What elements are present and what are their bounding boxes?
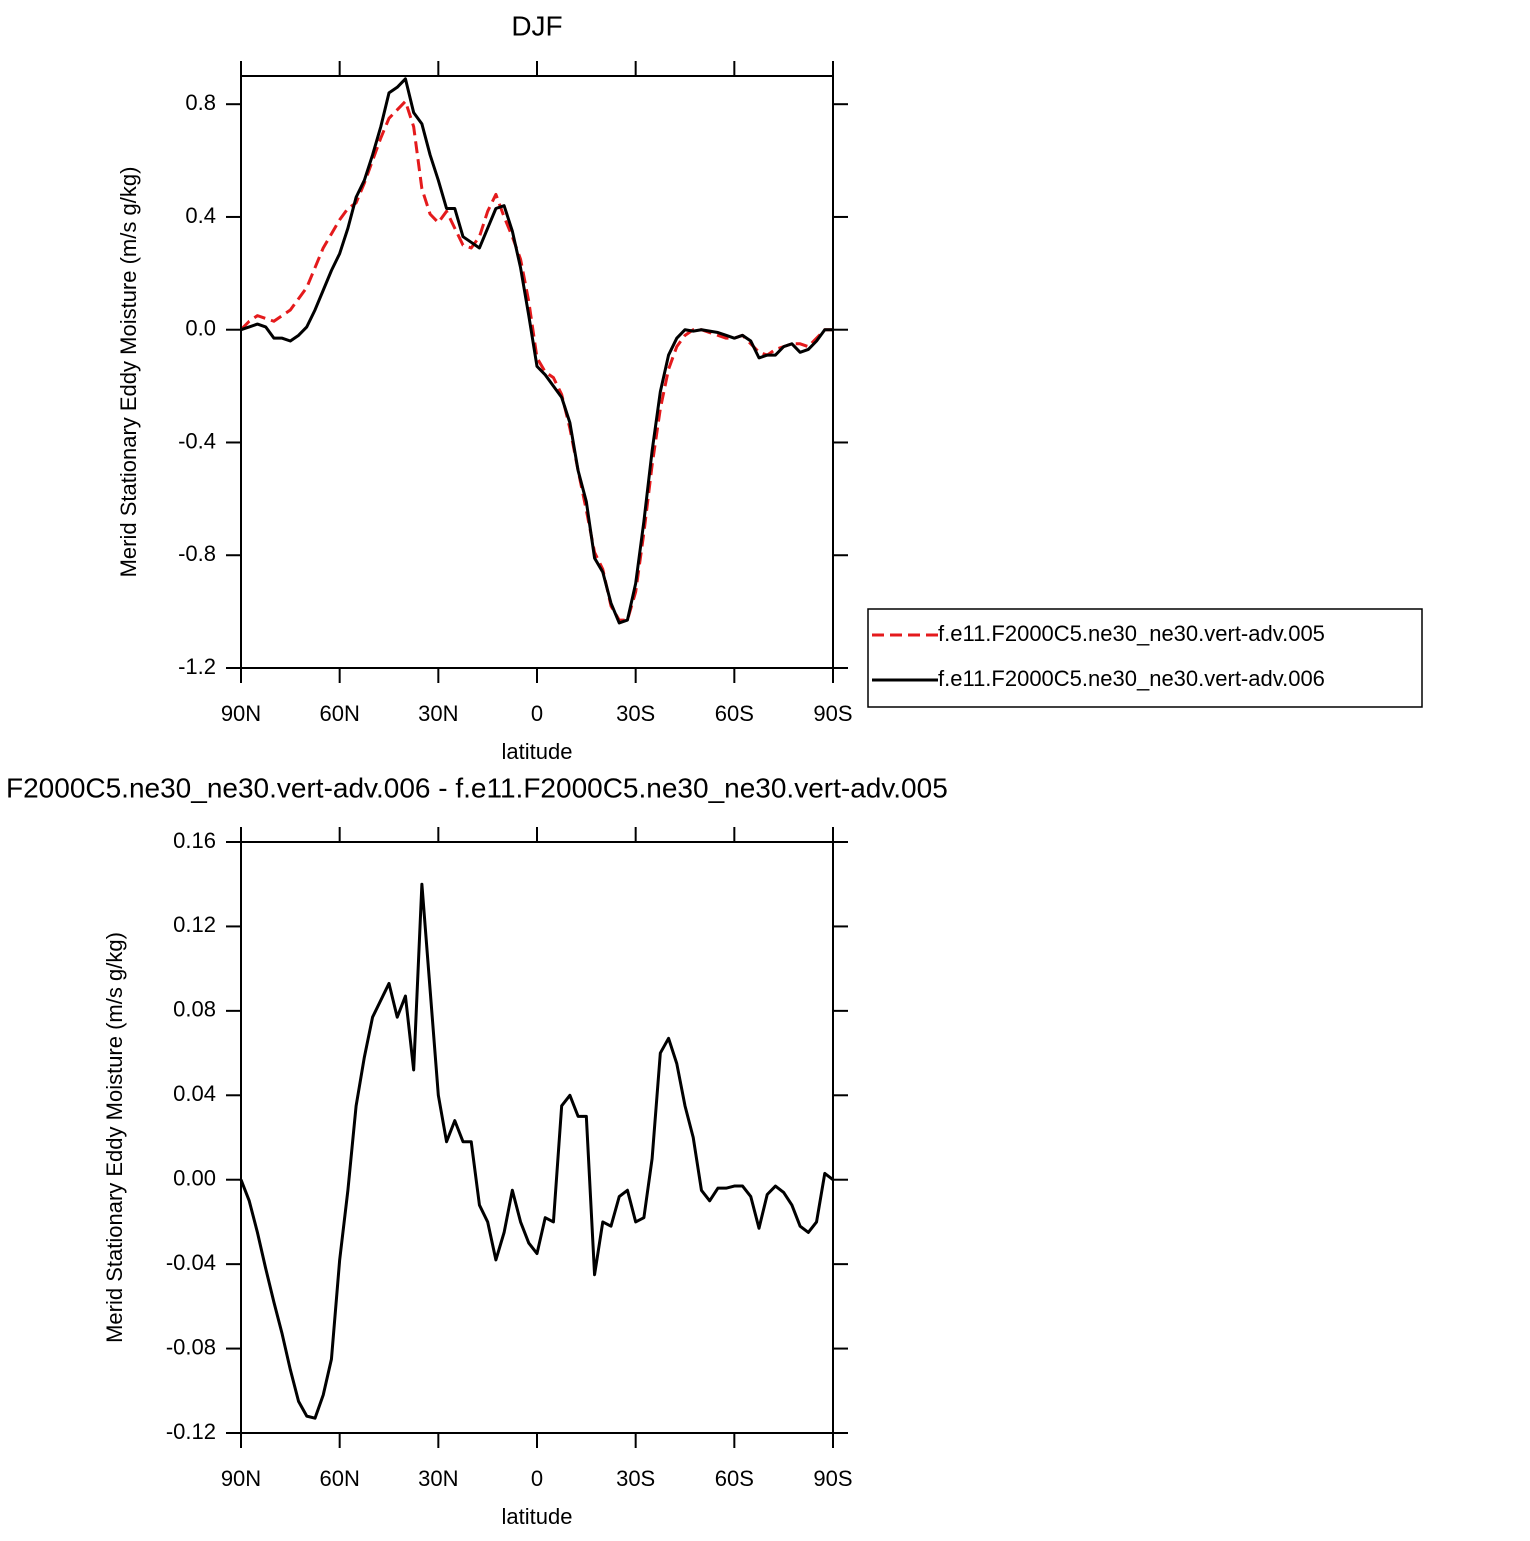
data-line [239,882,834,1420]
x-tick-label: 60N [319,701,359,726]
legend-box [867,608,1423,708]
y-tick-label: -0.12 [166,1419,216,1444]
x-axis-label: latitude [502,739,573,764]
y-tick-label: -0.04 [166,1250,216,1275]
plot-frame [240,841,834,1434]
y-tick-label: -0.4 [178,428,216,453]
y-tick-label: 0.8 [185,90,216,115]
x-tick-label: 90N [221,701,261,726]
legend-label: f.e11.F2000C5.ne30_ne30.vert-adv.006 [938,666,1325,691]
y-tick-label: 0.12 [173,912,216,937]
y-tick-label: 0.0 [185,316,216,341]
legend-label: f.e11.F2000C5.ne30_ne30.vert-adv.005 [938,621,1325,646]
y-tick-label: 0.4 [185,203,216,228]
x-tick-label: 30S [616,1466,655,1491]
chart-title: DJF [511,10,562,41]
x-tick-label: 60N [319,1466,359,1491]
y-tick-label: -0.08 [166,1334,216,1359]
plot-frame [240,75,834,669]
y-tick-label: -1.2 [178,654,216,679]
chart-title: F2000C5.ne30_ne30.vert-adv.006 - f.e11.F… [6,772,948,803]
x-tick-label: 0 [531,1466,543,1491]
x-tick-label: 0 [531,701,543,726]
y-tick-label: 0.04 [173,1081,216,1106]
x-tick-label: 30N [418,701,458,726]
y-tick-label: 0.08 [173,997,216,1022]
x-tick-label: 30S [616,701,655,726]
x-tick-label: 60S [715,701,754,726]
x-tick-label: 90S [813,1466,852,1491]
data-line [240,77,833,625]
y-tick-label: 0.16 [173,828,216,853]
y-axis-label: Merid Stationary Eddy Moisture (m/s g/kg… [116,167,141,578]
x-tick-label: 60S [715,1466,754,1491]
y-tick-label: -0.8 [178,541,216,566]
x-tick-label: 90S [813,701,852,726]
data-line [239,99,833,622]
y-axis-label: Merid Stationary Eddy Moisture (m/s g/kg… [102,932,127,1343]
x-axis-label: latitude [502,1504,573,1529]
x-tick-label: 30N [418,1466,458,1491]
y-tick-label: 0.00 [173,1166,216,1191]
x-tick-label: 90N [221,1466,261,1491]
